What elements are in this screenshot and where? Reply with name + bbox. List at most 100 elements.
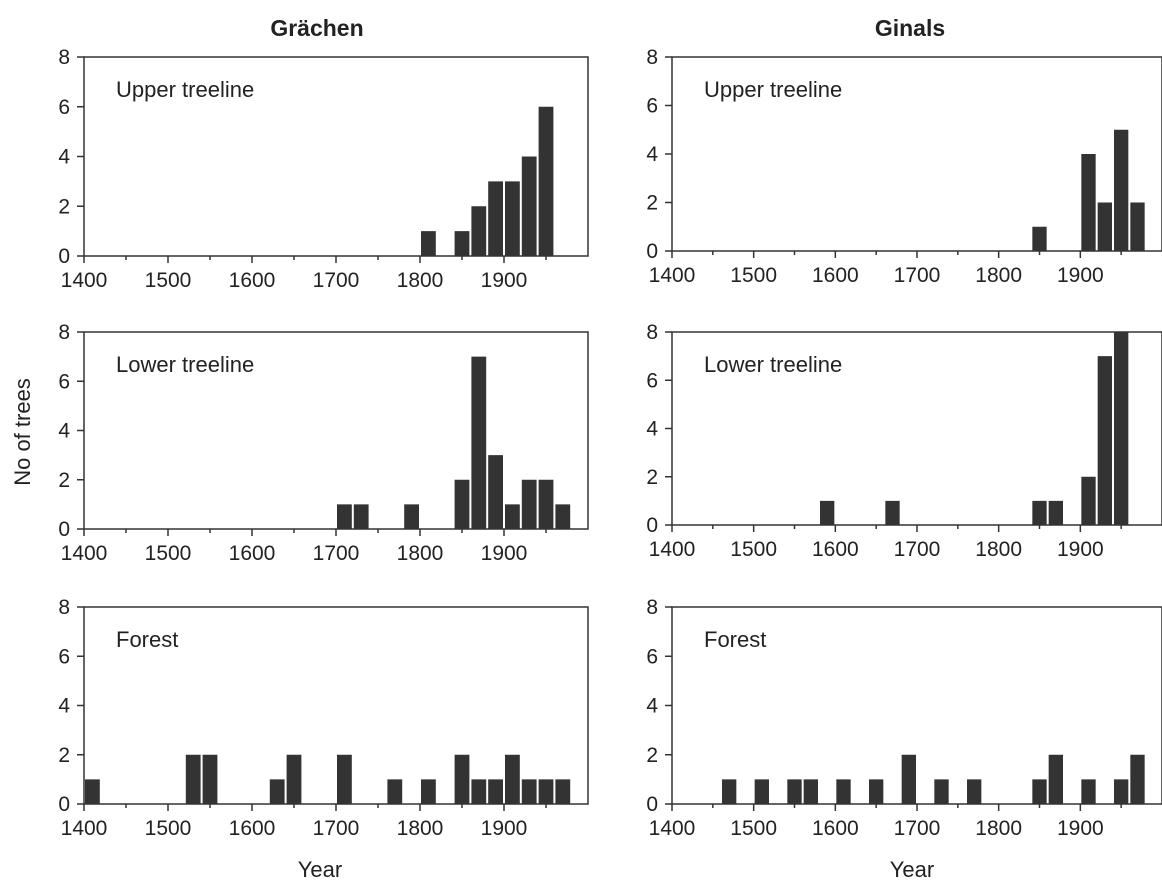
x-tick-label: 1400 <box>649 538 696 561</box>
bar <box>754 779 769 804</box>
bar <box>869 779 884 804</box>
bar <box>505 754 520 804</box>
bar <box>505 504 520 529</box>
bar <box>934 779 949 804</box>
title-grachen: Grächen <box>270 15 363 41</box>
bar <box>967 779 982 804</box>
x-axis-title-left: Year <box>298 857 342 882</box>
x-tick-label: 1400 <box>61 817 108 840</box>
y-tick-label: 8 <box>58 46 70 69</box>
bar <box>1048 500 1063 525</box>
bar <box>1081 476 1096 525</box>
y-tick-label: 6 <box>58 370 70 393</box>
y-tick-label: 0 <box>646 514 658 537</box>
y-tick-label: 8 <box>58 321 70 344</box>
bar <box>286 754 302 804</box>
bar <box>836 779 851 804</box>
x-tick-label: 1600 <box>229 269 276 292</box>
y-tick-label: 2 <box>58 744 70 767</box>
x-tick-label: 1800 <box>397 817 444 840</box>
panel-label: Lower treeline <box>704 352 842 377</box>
bar <box>185 754 201 804</box>
y-tick-label: 0 <box>58 518 70 541</box>
y-tick-label: 4 <box>58 146 70 169</box>
x-tick-label: 1800 <box>397 542 444 565</box>
bar <box>454 231 470 256</box>
x-tick-label: 1700 <box>894 817 941 840</box>
y-tick-label: 2 <box>58 469 70 492</box>
x-tick-label: 1500 <box>730 538 777 561</box>
y-tick-label: 4 <box>646 695 658 718</box>
x-tick-label: 1700 <box>894 264 941 287</box>
bar <box>1114 779 1129 804</box>
x-tick-label: 1800 <box>975 538 1022 561</box>
panel-label: Forest <box>704 627 766 652</box>
x-tick-label: 1900 <box>1057 538 1104 561</box>
bar <box>471 356 487 529</box>
bar <box>1032 226 1047 251</box>
x-tick-label: 1700 <box>313 542 360 565</box>
x-tick-label: 1600 <box>229 817 276 840</box>
x-tick-label: 1800 <box>975 817 1022 840</box>
x-tick-label: 1900 <box>1057 264 1104 287</box>
bar <box>488 779 503 804</box>
bar <box>820 500 835 525</box>
panel-gr-chen-lower-treeline: Lower treeline 0 2 4 6 8 1400 1500 1600 1700 1800 1… <box>58 321 589 565</box>
x-tick-label: 1400 <box>649 264 696 287</box>
y-axis-title: No of trees <box>10 378 35 486</box>
x-tick-label: 1500 <box>145 542 192 565</box>
panel-gr-chen-forest: Forest 0 2 4 6 8 1400 1500 1600 1700 1800 1900 <box>58 596 589 840</box>
bar <box>538 106 554 256</box>
panel-label: Lower treeline <box>116 352 254 377</box>
bar <box>387 779 403 804</box>
bar <box>1097 356 1112 525</box>
bar <box>555 779 571 804</box>
panel-label: Upper treeline <box>704 77 842 102</box>
bar <box>538 779 554 804</box>
bar <box>1097 202 1112 251</box>
bar <box>471 779 487 804</box>
y-tick-label: 6 <box>646 645 658 668</box>
y-tick-label: 4 <box>646 143 658 166</box>
x-tick-label: 1700 <box>313 817 360 840</box>
y-tick-label: 0 <box>58 793 70 816</box>
x-tick-label: 1600 <box>812 538 859 561</box>
y-tick-label: 6 <box>646 369 658 392</box>
bar <box>1130 754 1145 804</box>
bar <box>1114 332 1129 525</box>
bar <box>454 479 470 529</box>
panel-ginals-lower-treeline: Lower treeline 0 2 4 6 8 1400 1500 1600 1700 1800 1… <box>646 321 1162 561</box>
bar <box>722 779 737 804</box>
x-tick-label: 1800 <box>397 269 444 292</box>
y-tick-label: 2 <box>646 744 658 767</box>
x-axis-title-right: Year <box>890 857 934 882</box>
y-tick-label: 2 <box>646 466 658 489</box>
bar <box>421 231 436 256</box>
bar <box>454 754 470 804</box>
panel-ginals-upper-treeline: Upper treeline 0 2 4 6 8 1400 1500 1600 1700 1800 1… <box>646 46 1162 287</box>
x-tick-label: 1600 <box>812 264 859 287</box>
x-tick-label: 1700 <box>313 269 360 292</box>
bar <box>885 500 900 525</box>
y-tick-label: 0 <box>646 793 658 816</box>
x-tick-label: 1600 <box>229 542 276 565</box>
bar <box>471 206 487 256</box>
y-tick-label: 0 <box>58 245 70 268</box>
y-tick-label: 0 <box>646 240 658 263</box>
bar <box>521 479 537 529</box>
bar <box>1081 154 1096 251</box>
y-tick-label: 6 <box>58 645 70 668</box>
panel-ginals-forest: Forest 0 2 4 6 8 1400 1500 1600 1700 1800 1900 <box>646 596 1162 840</box>
bar <box>538 479 554 529</box>
y-tick-label: 8 <box>646 321 658 344</box>
x-tick-label: 1400 <box>61 542 108 565</box>
bar <box>85 779 100 804</box>
bar <box>404 504 419 529</box>
y-tick-label: 6 <box>646 95 658 118</box>
bar <box>803 779 818 804</box>
chart-panels: Upper treeline 0 2 4 6 8 1400 1500 1600 1700 1800 1… <box>58 46 1162 840</box>
bar <box>787 779 802 804</box>
x-tick-label: 1400 <box>61 269 108 292</box>
bar <box>1114 129 1129 251</box>
